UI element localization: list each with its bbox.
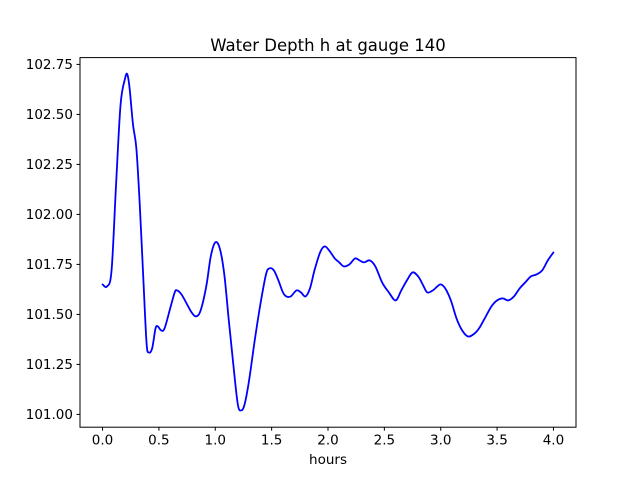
chart-title: Water Depth h at gauge 140 (210, 36, 446, 55)
x-tick-label: 0.0 (92, 433, 113, 449)
y-tick-label: 102.00 (26, 207, 73, 223)
series-line-water-depth-h (101, 72, 555, 412)
y-tick-label: 101.75 (26, 257, 73, 273)
axes-box (79, 57, 577, 428)
x-tick-label: 3.0 (430, 433, 451, 449)
x-tick-label: 1.0 (205, 433, 226, 449)
x-tick-label: 3.5 (486, 433, 507, 449)
x-tick-label: 1.5 (261, 433, 282, 449)
x-tick-label: 2.5 (374, 433, 395, 449)
x-tick-label: 4.0 (543, 433, 564, 449)
y-tick-label: 101.00 (26, 407, 73, 423)
y-tick-label: 101.50 (26, 307, 73, 323)
x-axis-label: hours (309, 452, 347, 468)
y-tick-label: 102.75 (26, 57, 73, 73)
y-tick-label: 101.25 (26, 357, 73, 373)
x-tick-label: 2.0 (317, 433, 338, 449)
y-tick-label: 102.50 (26, 107, 73, 123)
x-tick-label: 0.5 (148, 433, 169, 449)
y-tick-label: 102.25 (26, 157, 73, 173)
